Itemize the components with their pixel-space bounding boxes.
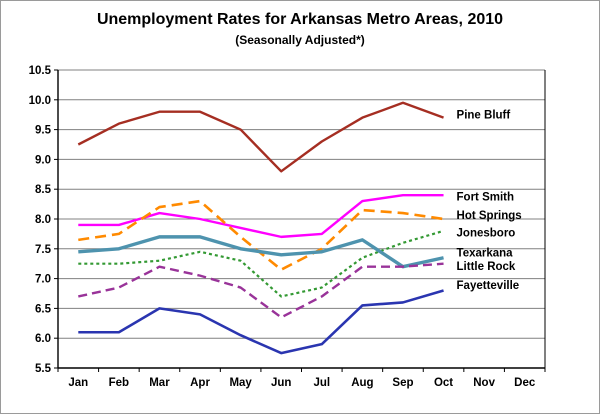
legend-label-fayetteville: Fayetteville [457,280,520,292]
legend-label-little-rock: Little Rock [457,261,516,273]
y-tick-label: 6.0 [35,333,51,345]
series-line-jonesboro [78,229,444,298]
x-tick-label: Jul [313,377,330,389]
legend-label-hot-springs: Hot Springs [457,210,522,222]
x-tick-label: Apr [190,377,210,389]
legend-label-jonesboro: Jonesboro [457,228,516,240]
x-tick-label: Oct [434,377,453,389]
y-tick-label: 9.5 [35,125,52,137]
legend-label-texarkana: Texarkana [457,247,514,259]
x-tick-label: May [229,377,252,389]
x-tick-label: Feb [109,377,129,389]
y-tick-label: 7.5 [35,244,52,256]
x-tick-label: Dec [514,377,536,389]
x-tick-label: Sep [392,377,413,389]
series-line-fort-smith [78,193,444,239]
y-tick-label: 5.5 [35,363,52,375]
chart-title: Unemployment Rates for Arkansas Metro Ar… [96,11,504,28]
x-tick-label: Nov [473,377,495,389]
series-line-texarkana [78,235,444,269]
y-tick-label: 7.0 [35,274,51,286]
legend-label-fort-smith: Fort Smith [457,191,514,203]
y-tick-label: 9.0 [35,154,51,166]
y-tick-label: 6.5 [35,303,52,315]
series-line-little-rock [78,262,444,319]
series-line-pine-bluff [77,101,444,173]
y-tick-label: 8.0 [35,214,51,226]
y-tick-label: 10.5 [29,65,52,77]
chart-subtitle: (Seasonally Adjusted*) [235,33,365,47]
x-tick-label: Mar [149,377,170,389]
x-tick-label: Aug [351,377,373,389]
series-line-hot-springs [78,199,444,271]
y-tick-label: 8.5 [35,184,52,196]
legend-label-pine-bluff: Pine Bluff [457,110,511,122]
x-tick-label: Jan [68,377,88,389]
y-tick-label: 10.0 [29,95,51,107]
series-line-fayetteville [78,289,444,355]
x-tick-label: Jun [271,377,291,389]
